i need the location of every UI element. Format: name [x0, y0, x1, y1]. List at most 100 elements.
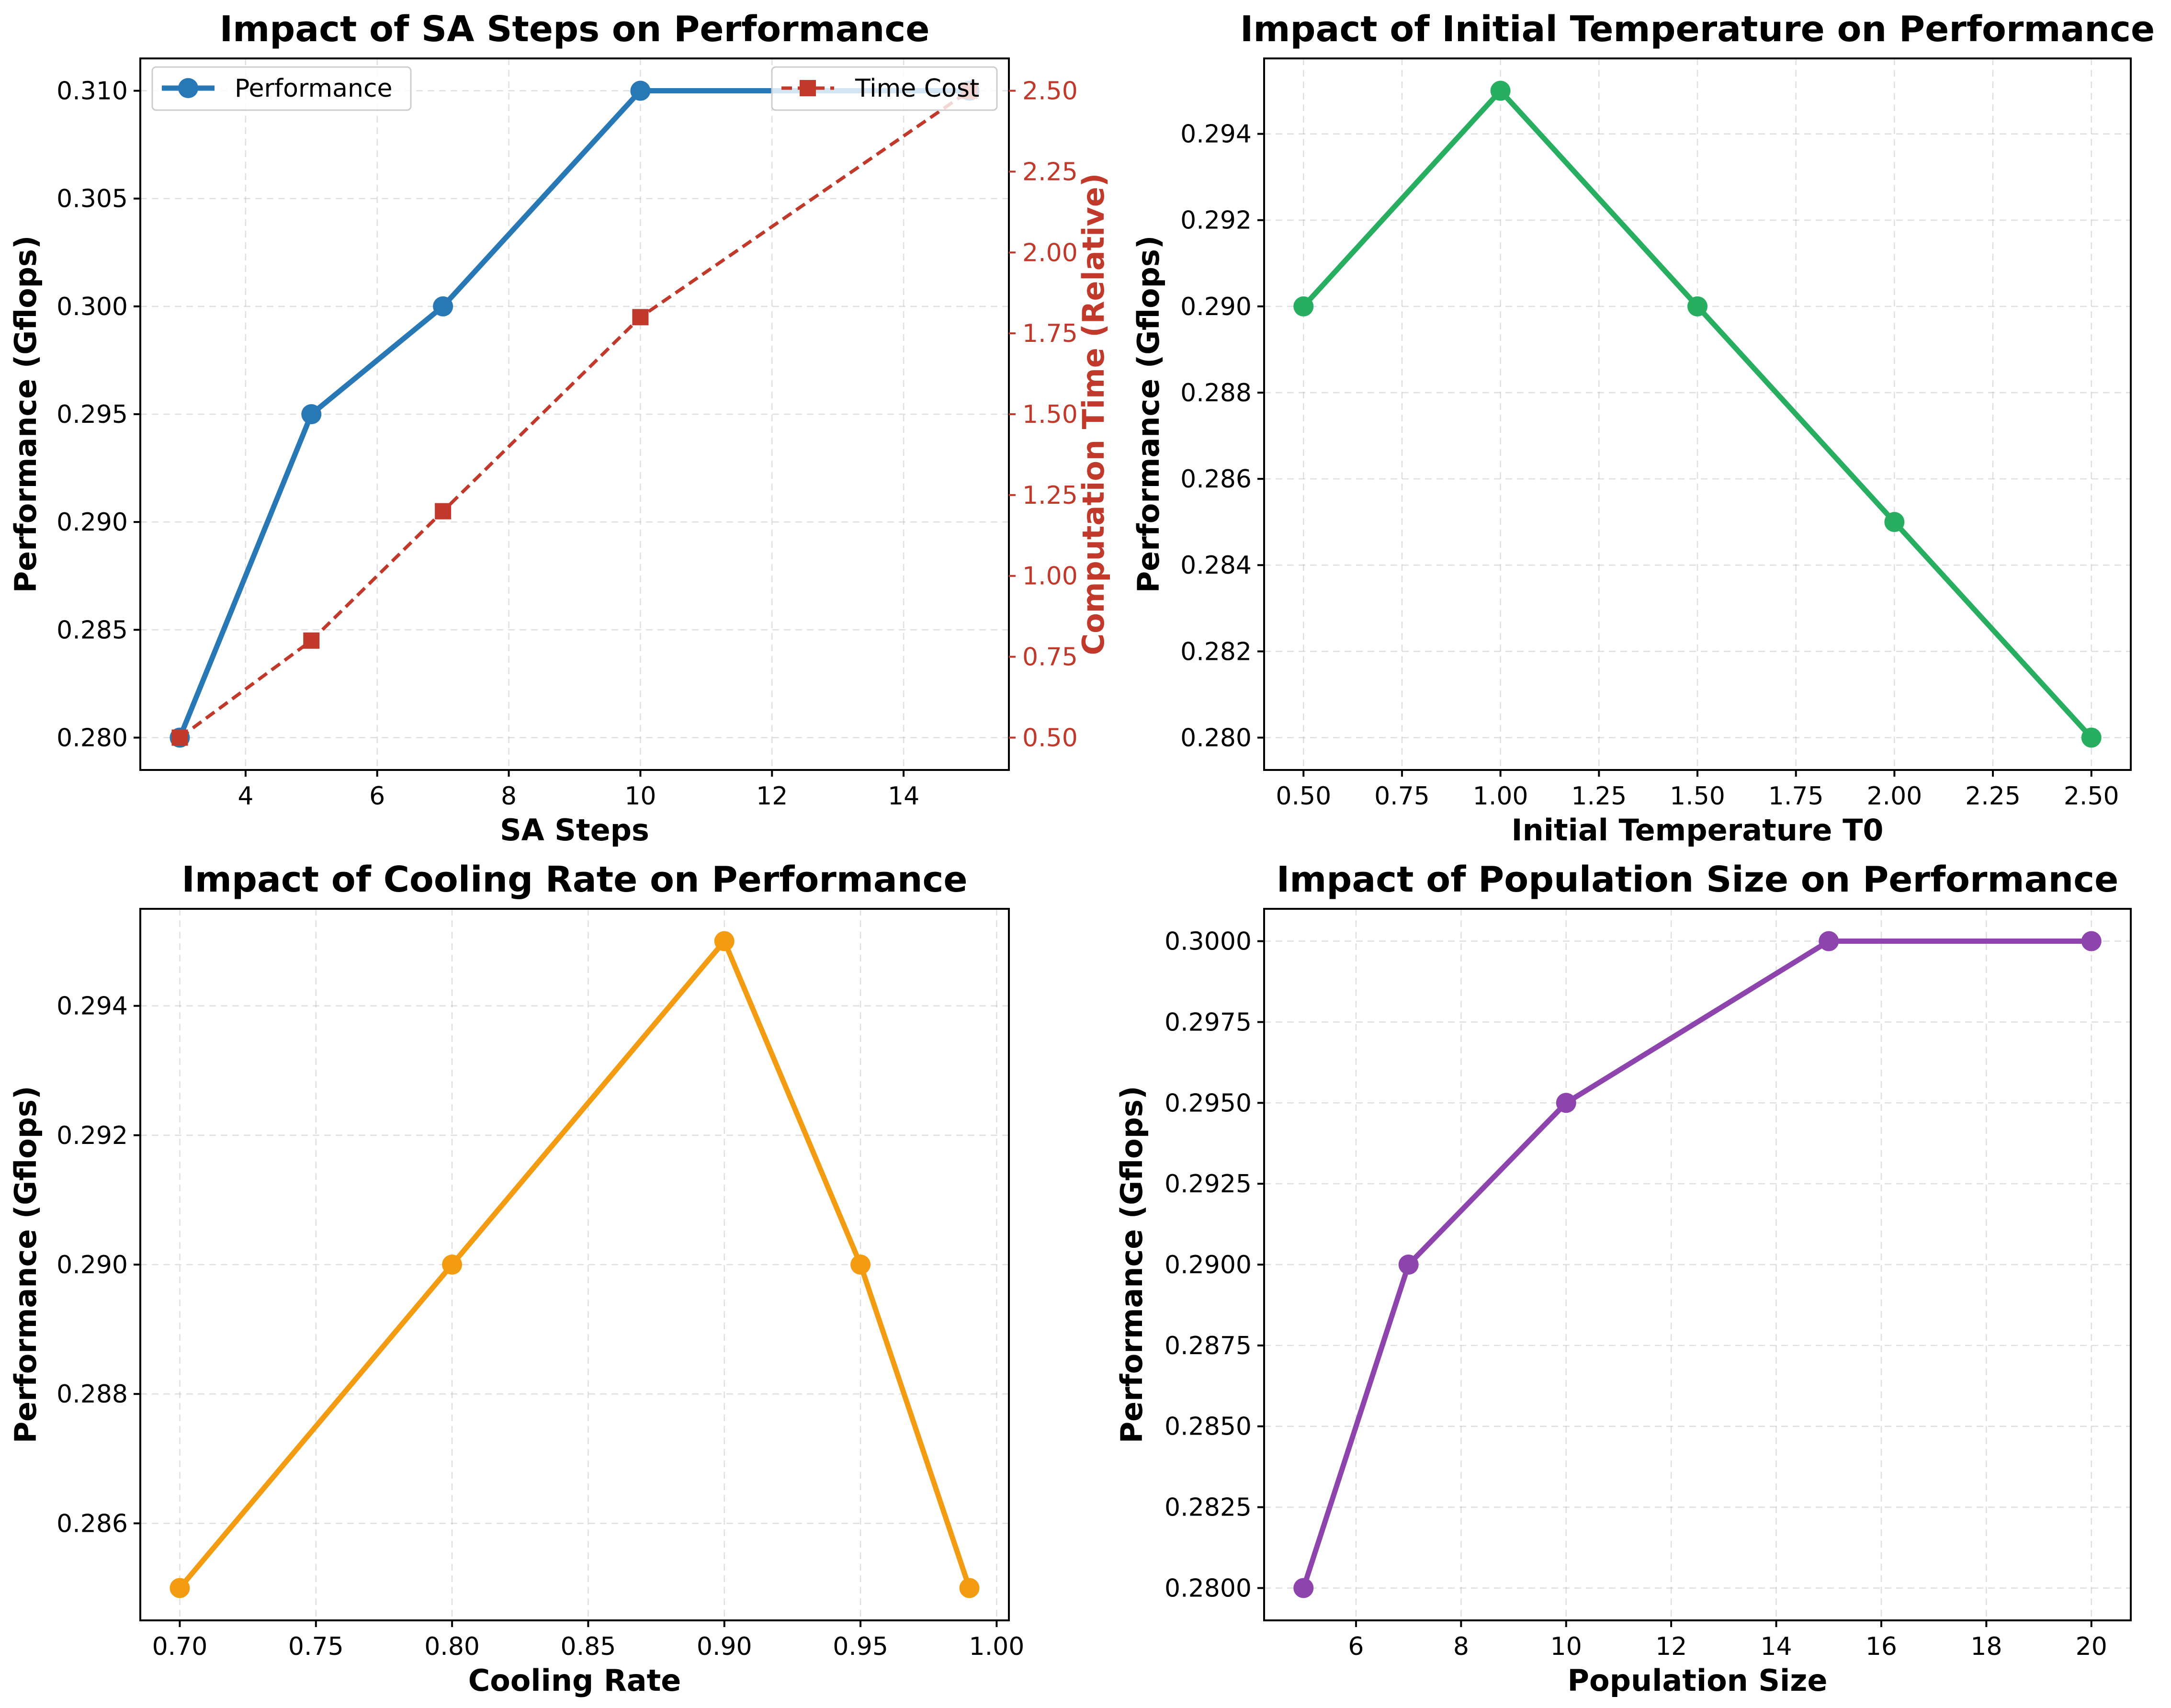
- y-tick-label: 0.310: [57, 77, 128, 106]
- data-point: [1819, 931, 1839, 951]
- y-axis-label: Performance (Gflops): [1114, 1086, 1149, 1444]
- x-tick-label: 0.75: [1374, 782, 1430, 811]
- y2-tick-label: 1.25: [1022, 481, 1078, 510]
- y-tick-label: 0.290: [57, 508, 128, 537]
- y-axis-label: Performance (Gflops): [8, 1086, 43, 1444]
- y-tick-label: 0.2925: [1165, 1170, 1252, 1199]
- y-tick-label: 0.290: [1180, 293, 1252, 321]
- chart-population-size: 6 8 10 12 14 16 18 20 0.2800 0.2825 0.2850 0.2875 0.…: [1114, 859, 2132, 1698]
- chart-title: Impact of Initial Temperature on Perform…: [1240, 9, 2155, 50]
- y2-tick-label: 2.25: [1022, 158, 1078, 186]
- data-point: [850, 1255, 871, 1275]
- y2-tick-label: 2.50: [1022, 77, 1078, 106]
- x-tick-label: 0.75: [288, 1632, 344, 1661]
- x-tick-label: 8: [501, 782, 517, 811]
- data-point: [1556, 1093, 1576, 1113]
- legend-time-cost: Time Cost: [771, 66, 998, 111]
- data-point: [632, 309, 649, 326]
- data-point: [959, 1578, 980, 1598]
- x-tick-label: 1.00: [1473, 782, 1528, 811]
- legend-label: Performance: [235, 74, 393, 103]
- y-tick-label: 0.280: [1180, 724, 1252, 752]
- x-tick-label: 2.50: [2064, 782, 2119, 811]
- data-point: [303, 632, 320, 649]
- data-point: [170, 1578, 190, 1598]
- data-point: [1293, 1578, 1314, 1598]
- x-tick-label: 14: [1760, 1632, 1792, 1661]
- data-point: [1398, 1255, 1419, 1275]
- y-tick-label: 0.292: [57, 1121, 128, 1150]
- x-tick-label: 0.90: [697, 1632, 752, 1661]
- x-axis-label: Population Size: [1568, 1663, 1828, 1698]
- series-performance: [170, 931, 980, 1598]
- chart-title: Impact of SA Steps on Performance: [220, 9, 930, 50]
- chart-title: Impact of Population Size on Performance: [1277, 859, 2119, 900]
- y-tick-label: 0.300: [57, 293, 128, 321]
- data-point: [2081, 727, 2102, 748]
- data-point: [435, 503, 452, 520]
- y-tick-label: 0.2800: [1165, 1574, 1252, 1603]
- y-tick-label: 0.3000: [1165, 928, 1252, 956]
- y-tick-label: 0.286: [57, 1509, 128, 1538]
- x-tick-label: 8: [1453, 1632, 1469, 1661]
- x-tick-label: 2.00: [1866, 782, 1922, 811]
- legend-label: Time Cost: [855, 74, 979, 103]
- x-tick-label: 12: [756, 782, 788, 811]
- y-tick-label: 0.288: [1180, 379, 1252, 407]
- data-point: [1293, 296, 1314, 317]
- y-tick-label: 0.292: [1180, 206, 1252, 235]
- x-tick-label: 0.95: [833, 1632, 888, 1661]
- data-point: [442, 1255, 463, 1275]
- x-tick-label: 1.00: [969, 1632, 1025, 1661]
- y2-tick-label: 0.50: [1022, 724, 1078, 752]
- y-tick-label: 0.282: [1180, 637, 1252, 666]
- y-axis-label: Performance (Gflops): [1131, 236, 1166, 593]
- x-tick-label: 0.80: [424, 1632, 480, 1661]
- legend-performance: Performance: [151, 66, 412, 111]
- x-axis-label: Cooling Rate: [468, 1663, 681, 1698]
- legend-marker: [178, 78, 198, 98]
- y-tick-label: 0.2975: [1165, 1008, 1252, 1037]
- chart-cooling-rate: 0.70 0.75 0.80 0.85 0.90 0.95 1.00 0.286 0.288 0.…: [8, 859, 1024, 1698]
- chart-initial-temperature: 0.50 0.75 1.00 1.25 1.50 1.75 2.00 2.25 2.50 0.28…: [1131, 9, 2155, 848]
- legend-box: [771, 66, 998, 111]
- x-tick-label: 2.25: [1965, 782, 2021, 811]
- x-tick-label: 1.50: [1670, 782, 1725, 811]
- x-tick-label: 6: [1348, 1632, 1364, 1661]
- x-tick-label: 0.50: [1276, 782, 1331, 811]
- x-axis-label: SA Steps: [500, 813, 649, 848]
- y-tick-label: 0.2950: [1165, 1089, 1252, 1118]
- x-tick-label: 10: [624, 782, 656, 811]
- y-tick-label: 0.288: [57, 1380, 128, 1409]
- data-point: [2081, 931, 2102, 951]
- y-tick-label: 0.2825: [1165, 1493, 1252, 1522]
- data-point: [1490, 80, 1511, 101]
- x-tick-label: 0.70: [152, 1632, 208, 1661]
- x-tick-label: 0.85: [561, 1632, 616, 1661]
- data-point: [171, 729, 188, 746]
- series-performance: [1293, 931, 2102, 1598]
- x-tick-label: 16: [1866, 1632, 1897, 1661]
- y-tick-label: 0.2875: [1165, 1332, 1252, 1360]
- data-point: [630, 80, 651, 101]
- y-tick-label: 0.294: [57, 992, 128, 1021]
- y-tick-label: 0.284: [1180, 551, 1252, 580]
- y2-axis-label: Computation Time (Relative): [1076, 173, 1111, 656]
- x-tick-label: 6: [369, 782, 385, 811]
- y-tick-label: 0.305: [57, 185, 128, 214]
- x-tick-label: 20: [2076, 1632, 2107, 1661]
- y-tick-label: 0.286: [1180, 465, 1252, 494]
- x-tick-label: 1.25: [1571, 782, 1627, 811]
- x-tick-label: 10: [1550, 1632, 1582, 1661]
- x-tick-label: 12: [1655, 1632, 1687, 1661]
- x-tick-label: 4: [237, 782, 253, 811]
- x-tick-label: 1.75: [1768, 782, 1824, 811]
- y2-tick-label: 1.00: [1022, 562, 1078, 591]
- legend-marker: [800, 80, 816, 96]
- data-point: [433, 296, 453, 317]
- chart-title: Impact of Cooling Rate on Performance: [181, 859, 967, 900]
- data-point: [714, 931, 735, 951]
- data-point: [1884, 512, 1905, 532]
- y2-tick-label: 2.00: [1022, 238, 1078, 267]
